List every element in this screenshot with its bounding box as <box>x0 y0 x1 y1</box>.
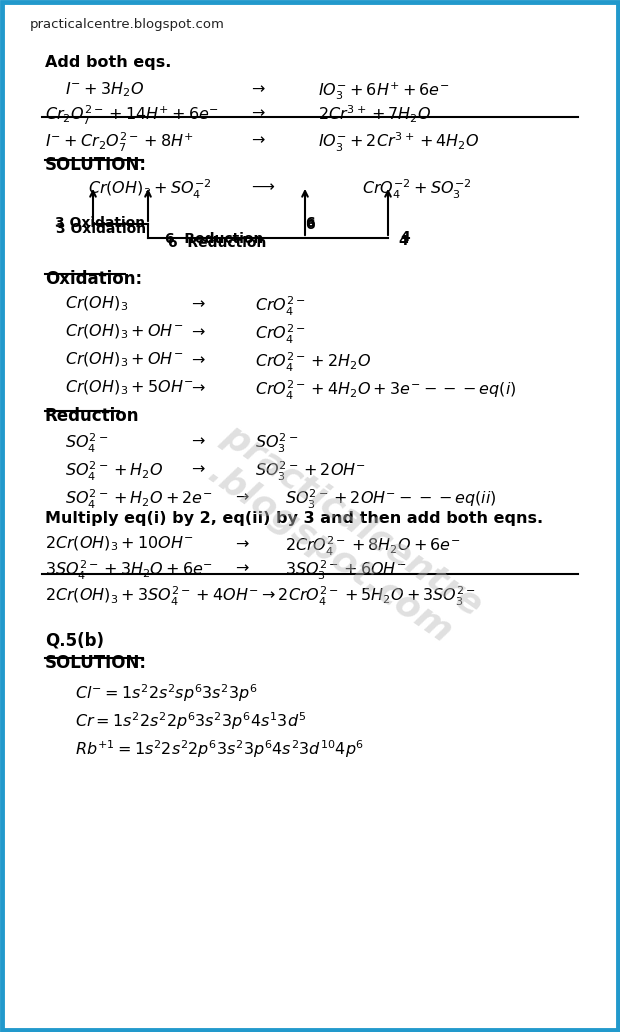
Text: Reduction: Reduction <box>45 407 140 425</box>
Text: 4: 4 <box>400 230 410 244</box>
Text: $\rightarrow$: $\rightarrow$ <box>232 559 250 574</box>
Text: $2CrO_4^{2-}+8H_2O+6e^{-}$: $2CrO_4^{2-}+8H_2O+6e^{-}$ <box>285 535 461 558</box>
Text: $\rightarrow$: $\rightarrow$ <box>248 131 266 146</box>
Text: $I^{-}+3H_2O$: $I^{-}+3H_2O$ <box>65 80 144 99</box>
Text: $\rightarrow$: $\rightarrow$ <box>248 104 266 119</box>
Text: Oxidation:: Oxidation: <box>45 270 142 288</box>
Text: $\rightarrow$: $\rightarrow$ <box>188 460 206 475</box>
Text: $SO_3^{2-}+2OH^{-}$: $SO_3^{2-}+2OH^{-}$ <box>255 460 366 483</box>
Text: $Cr(OH)_3 + SO_4^{-2}$: $Cr(OH)_3 + SO_4^{-2}$ <box>88 178 211 201</box>
Text: $SO_3^{2-}$: $SO_3^{2-}$ <box>255 432 298 455</box>
Text: $CrO_4^{2-}$: $CrO_4^{2-}$ <box>255 295 306 318</box>
Text: $SO_4^{2-}$: $SO_4^{2-}$ <box>65 432 108 455</box>
Text: practicalcentre
.blogspot.com: practicalcentre .blogspot.com <box>193 418 489 655</box>
Text: $CrO_4^{2-}+4H_2O+3e^{-}---eq(i)$: $CrO_4^{2-}+4H_2O+3e^{-}---eq(i)$ <box>255 379 516 402</box>
Text: SOLUTION:: SOLUTION: <box>45 156 147 174</box>
Text: $Cr_2O_7^{2-}+14H^{+}+6e^{-}$: $Cr_2O_7^{2-}+14H^{+}+6e^{-}$ <box>45 104 219 127</box>
Text: 6: 6 <box>305 216 314 230</box>
Text: $IO_3^{-}+2Cr^{3+}+4H_2O$: $IO_3^{-}+2Cr^{3+}+4H_2O$ <box>318 131 479 154</box>
Text: $CrO_4^{2-}$: $CrO_4^{2-}$ <box>255 323 306 346</box>
Text: $Cr(OH)_3$: $Cr(OH)_3$ <box>65 295 128 314</box>
Text: Add both eqs.: Add both eqs. <box>45 55 171 70</box>
Text: $Cr=1s^22s^22p^63s^23p^64s^13d^5$: $Cr=1s^22s^22p^63s^23p^64s^13d^5$ <box>75 710 306 732</box>
Text: $Cr(OH)_3 + OH^{-}$: $Cr(OH)_3 + OH^{-}$ <box>65 323 183 342</box>
Text: $2Cr^{3+}+7H_2O$: $2Cr^{3+}+7H_2O$ <box>318 104 432 126</box>
Text: 6  Reduction: 6 Reduction <box>168 236 267 250</box>
Text: $2Cr(OH)_3+3SO_4^{2-}+4OH^{-}\rightarrow 2CrO_4^{2-}+5H_2O+3SO_3^{2-}$: $2Cr(OH)_3+3SO_4^{2-}+4OH^{-}\rightarrow… <box>45 585 476 608</box>
Text: $IO_3^{-}+6H^{+}+6e^{-}$: $IO_3^{-}+6H^{+}+6e^{-}$ <box>318 80 450 102</box>
Text: $SO_4^{2-}+H_2O+2e^{-}$: $SO_4^{2-}+H_2O+2e^{-}$ <box>65 488 213 511</box>
Text: $2Cr(OH)_3+10OH^{-}$: $2Cr(OH)_3+10OH^{-}$ <box>45 535 193 553</box>
Text: SOLUTION:: SOLUTION: <box>45 654 147 672</box>
Text: $\rightarrow$: $\rightarrow$ <box>188 295 206 310</box>
Text: Q.5(b): Q.5(b) <box>45 632 104 650</box>
Text: $Rb^{+1}=1s^22s^22p^63s^23p^64s^23d^{10}4p^6$: $Rb^{+1}=1s^22s^22p^63s^23p^64s^23d^{10}… <box>75 738 364 760</box>
Text: $CrO_4^{2-}+2H_2O$: $CrO_4^{2-}+2H_2O$ <box>255 351 371 375</box>
Text: $3SO_3^{2-}+6OH^{-}$: $3SO_3^{2-}+6OH^{-}$ <box>285 559 406 582</box>
Text: Multiply eq(i) by 2, eq(ii) by 3 and then add both eqns.: Multiply eq(i) by 2, eq(ii) by 3 and the… <box>45 511 543 526</box>
Text: $SO_4^{2-}+H_2O$: $SO_4^{2-}+H_2O$ <box>65 460 164 483</box>
Text: $CrO_4^{-2} + SO_3^{-2}$: $CrO_4^{-2} + SO_3^{-2}$ <box>362 178 471 201</box>
Text: practicalcentre.blogspot.com: practicalcentre.blogspot.com <box>30 18 225 31</box>
Text: $\rightarrow$: $\rightarrow$ <box>188 432 206 447</box>
Text: $\rightarrow$: $\rightarrow$ <box>188 379 206 394</box>
Text: $\longrightarrow$: $\longrightarrow$ <box>248 178 275 193</box>
Text: $SO_3^{2-}+2OH^{-}---eq(ii)$: $SO_3^{2-}+2OH^{-}---eq(ii)$ <box>285 488 497 511</box>
Text: $Cr(OH)_3 + OH^{-}$: $Cr(OH)_3 + OH^{-}$ <box>65 351 183 369</box>
Text: 6  Reduction: 6 Reduction <box>165 232 264 246</box>
Text: 6: 6 <box>305 218 314 232</box>
Text: 3 Oxidation: 3 Oxidation <box>55 216 145 230</box>
Text: $\rightarrow$: $\rightarrow$ <box>188 351 206 366</box>
Text: 3 Oxidation: 3 Oxidation <box>56 222 146 236</box>
Text: $\rightarrow$: $\rightarrow$ <box>188 323 206 338</box>
Text: $\rightarrow$: $\rightarrow$ <box>232 488 250 503</box>
Text: $3SO_4^{2-}+3H_2O+6e^{-}$: $3SO_4^{2-}+3H_2O+6e^{-}$ <box>45 559 213 582</box>
Text: 4: 4 <box>398 234 408 248</box>
Text: $Cr(OH)_3 + 5OH^{-}$: $Cr(OH)_3 + 5OH^{-}$ <box>65 379 193 397</box>
Text: $I^{-}+Cr_2O_7^{2-}+8H^{+}$: $I^{-}+Cr_2O_7^{2-}+8H^{+}$ <box>45 131 194 154</box>
Text: $Cl^{-}=1s^22s^2sp^63s^23p^6$: $Cl^{-}=1s^22s^2sp^63s^23p^6$ <box>75 682 258 704</box>
Text: $\rightarrow$: $\rightarrow$ <box>248 80 266 95</box>
Text: $\rightarrow$: $\rightarrow$ <box>232 535 250 550</box>
